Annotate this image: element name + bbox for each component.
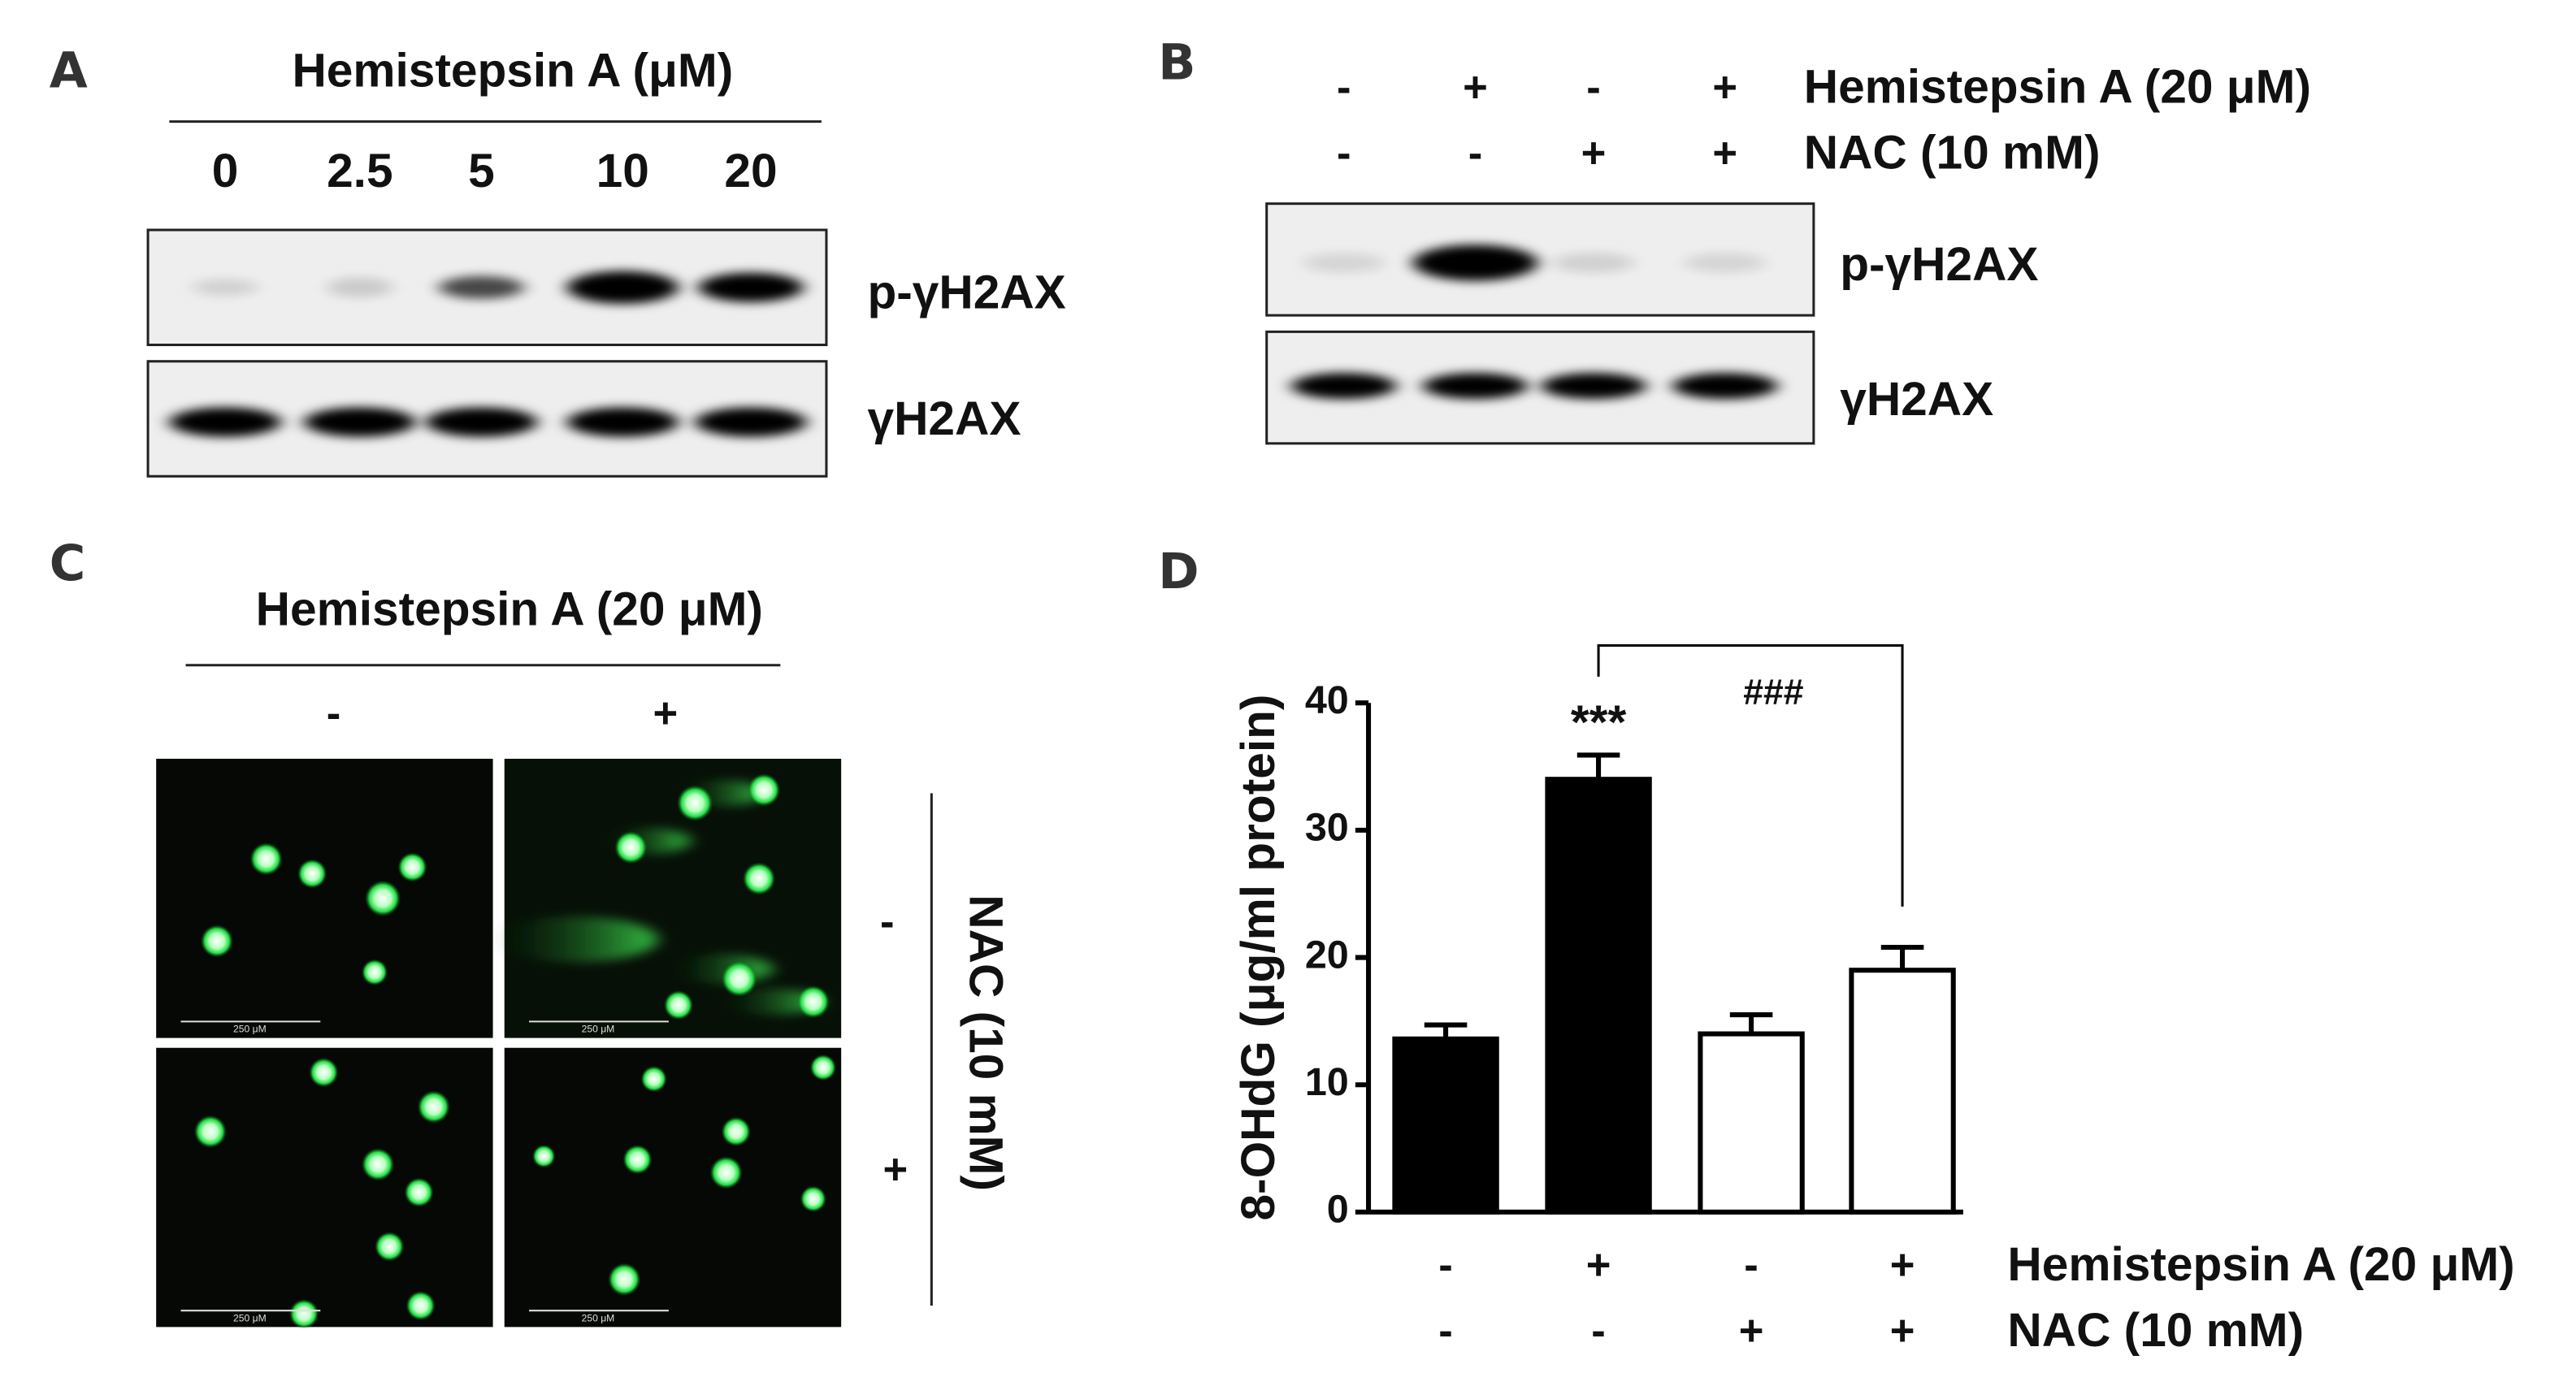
micrograph: 250 μM	[156, 1047, 493, 1329]
band	[327, 277, 393, 297]
row-sign: -	[880, 898, 895, 946]
blot-label: γH2AX	[867, 392, 1021, 445]
conditions: - + - + Hemistepsin A (20 μM) - - + + NAC (10 mM)	[1337, 61, 2311, 180]
column-sign: -	[327, 689, 340, 737]
annotation: ***	[1571, 696, 1627, 749]
lane-label: 0	[212, 145, 239, 197]
condition-sign: +	[1890, 1241, 1915, 1289]
y-tick-label: 30	[1305, 806, 1349, 850]
y-tick-label: 20	[1305, 933, 1349, 977]
blot-label: p-γH2AX	[1840, 238, 2038, 291]
condition-sign: -	[1591, 1306, 1606, 1354]
y-axis-label: 8-OHdG (μg/ml protein)	[1232, 695, 1285, 1221]
header: Hemistepsin A (20 μM)	[256, 583, 763, 636]
side-label: NAC (10 mM)	[960, 894, 1013, 1191]
condition-sign: +	[1712, 63, 1737, 111]
scale-bar-label: 250 μM	[582, 1024, 615, 1035]
blot-label: p-γH2AX	[867, 266, 1065, 318]
band	[304, 407, 416, 437]
condition-sign: -	[1438, 1306, 1453, 1354]
condition-sign: -	[1586, 63, 1601, 111]
band	[566, 271, 679, 304]
lane-labels: 0 2.5 5 10 20	[212, 145, 778, 197]
column-sign: +	[653, 689, 678, 737]
chart: 0 10 20 30 40 *** ### - + - + Hemistepsin A (20 μM)…	[1305, 643, 2515, 1357]
band	[425, 407, 538, 437]
condition-sign: -	[1744, 1241, 1759, 1289]
micrograph: 250 μM	[492, 758, 842, 1038]
condition-sign: -	[1337, 129, 1351, 177]
band	[1412, 245, 1538, 281]
lane-label: 5	[468, 145, 495, 197]
bar	[1392, 1036, 1499, 1215]
micrograph: 250 μM	[504, 1047, 842, 1328]
band	[1291, 372, 1397, 400]
blot-label: γH2AX	[1840, 373, 1993, 426]
band	[1541, 372, 1646, 400]
condition-label: Hemistepsin A (20 μM)	[1804, 61, 2311, 114]
lane-label: 2.5	[327, 145, 392, 197]
y-tick-label: 40	[1305, 678, 1349, 722]
condition-sign: -	[1337, 63, 1351, 111]
condition-label: NAC (10 mM)	[2007, 1304, 2304, 1357]
band	[566, 407, 679, 437]
condition-sign: +	[1739, 1306, 1764, 1354]
y-tick-label: 0	[1327, 1188, 1349, 1232]
band	[698, 272, 804, 302]
condition-label: NAC (10 mM)	[1804, 127, 2101, 180]
bands	[1291, 245, 1778, 400]
row-sign: +	[883, 1146, 909, 1193]
bracket	[1597, 643, 1904, 907]
bar	[1698, 1031, 1805, 1215]
annotation: ###	[1743, 673, 1803, 712]
panel-label: C	[50, 535, 86, 592]
band	[192, 279, 258, 296]
scale-bar-label: 250 μM	[582, 1312, 615, 1323]
bar	[1849, 968, 1956, 1215]
y-tick-label: 10	[1305, 1060, 1349, 1104]
condition-sign: +	[1586, 1241, 1611, 1289]
scale-bar-label: 250 μM	[233, 1024, 267, 1035]
condition-sign: +	[1712, 129, 1737, 177]
micrograph: 250 μM	[156, 758, 493, 1038]
band	[169, 407, 281, 437]
scale-bar-label: 250 μM	[233, 1312, 267, 1323]
band	[1303, 253, 1386, 273]
band	[1422, 372, 1529, 400]
lane-label: 10	[596, 145, 649, 197]
condition-sign: -	[1438, 1241, 1453, 1289]
band	[438, 275, 524, 299]
panel-label: D	[1158, 544, 1199, 600]
lane-label: 20	[724, 145, 777, 197]
bar	[1545, 777, 1652, 1215]
condition-sign: +	[1890, 1306, 1915, 1354]
band	[695, 407, 807, 437]
band	[1684, 253, 1767, 273]
condition-sign: +	[1581, 129, 1607, 177]
condition-sign: +	[1463, 63, 1488, 111]
band	[1672, 372, 1778, 400]
panel-label: B	[1158, 34, 1195, 91]
condition-label: Hemistepsin A (20 μM)	[2007, 1238, 2514, 1291]
bands	[169, 271, 807, 437]
band	[1552, 253, 1635, 273]
panel-label: A	[50, 43, 88, 100]
header: Hemistepsin A (μM)	[292, 44, 733, 97]
condition-sign: -	[1468, 129, 1483, 177]
